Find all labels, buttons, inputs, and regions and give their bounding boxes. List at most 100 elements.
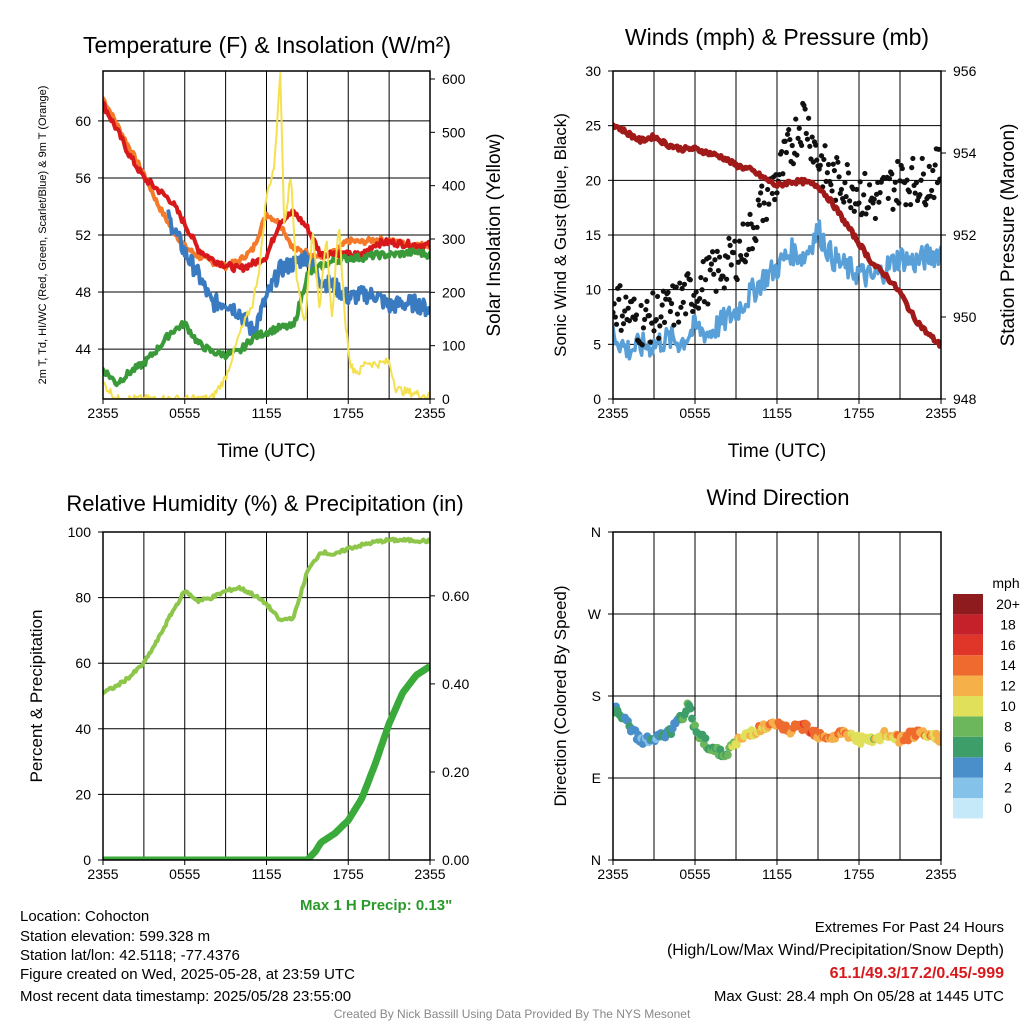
gust-point — [653, 317, 659, 323]
temp-y2tick-label: 500 — [442, 124, 466, 140]
gust-point — [830, 161, 836, 167]
colorbar-label: 8 — [1004, 718, 1012, 734]
dir-data — [613, 699, 941, 761]
gust-point — [619, 313, 625, 319]
colorbar-label: 20+ — [996, 596, 1020, 612]
colorbar-swatch — [953, 716, 983, 737]
rh-xtick-label: 0555 — [169, 866, 200, 882]
colorbar-label: 10 — [1000, 698, 1016, 714]
gust-point — [793, 116, 799, 122]
gust-point — [693, 289, 699, 295]
gust-point — [638, 302, 644, 309]
wind-data — [613, 100, 941, 361]
colorbar-title: mph — [992, 575, 1019, 591]
temp-y2tick-label: 200 — [442, 284, 466, 300]
rh-xtick-label: 1155 — [251, 866, 281, 882]
dir-xtick-label: 0555 — [679, 866, 710, 882]
gust-point — [640, 325, 647, 331]
gust-point — [919, 155, 925, 162]
gust-point — [844, 161, 850, 168]
gust-point — [679, 285, 685, 292]
gust-point — [851, 208, 857, 214]
gust-point — [687, 277, 693, 283]
panel-wind: Winds (mph) & Pressure (mb) 2355 0555 1155 1… — [551, 24, 1019, 462]
gust-point — [842, 180, 848, 186]
wind-y2tick-label: 950 — [953, 309, 977, 325]
wind-y2label: Station Pressure (Maroon) — [998, 124, 1019, 347]
dir-frame — [612, 531, 942, 861]
colorbar-swatch — [953, 594, 983, 615]
wind-xlabel: Time (UTC) — [728, 441, 827, 462]
colorbar-swatch — [953, 777, 983, 798]
gust-point — [712, 257, 718, 263]
temp-ytick-label: 48 — [75, 284, 91, 300]
gust-point — [724, 276, 730, 282]
gust-point — [699, 287, 705, 293]
gust-point — [923, 202, 929, 208]
wind-ytick-label: 0 — [593, 391, 601, 407]
rh-ytick-label: 60 — [75, 655, 91, 671]
gust-point — [674, 311, 681, 317]
gust-point — [717, 254, 723, 260]
gust-point — [857, 179, 863, 185]
temp-xtick-label: 0555 — [169, 405, 200, 421]
gust-point — [715, 268, 722, 274]
rh-ytick-label: 40 — [75, 721, 91, 737]
gust-point — [735, 259, 741, 265]
gust-point — [831, 167, 838, 174]
created-text: Figure created on Wed, 2025-05-28, at 23… — [20, 966, 355, 983]
gust-point — [813, 142, 819, 148]
temp-y2tick-label: 600 — [442, 71, 466, 87]
extremes-subtitle: (High/Low/Max Wind/Precipitation/Snow De… — [666, 942, 1004, 959]
gust-point — [904, 177, 910, 183]
gust-point — [632, 316, 638, 322]
temp-series-line — [103, 100, 430, 274]
gust-point — [794, 152, 800, 158]
wind-ylabel: Sonic Wind & Gust (Blue, Black) — [551, 113, 570, 357]
gust-point — [755, 197, 761, 203]
gust-point — [732, 238, 738, 244]
gust-point — [848, 205, 854, 211]
colorbar-swatch — [953, 696, 983, 717]
gust-point — [657, 323, 663, 329]
hiwc-series-line — [166, 209, 430, 337]
gust-point — [747, 211, 753, 218]
gust-point — [865, 204, 871, 211]
temp-y2tick-label: 0 — [442, 391, 450, 407]
gust-point — [622, 308, 628, 314]
temp-y2label: Solar Insolation (Yellow) — [484, 133, 505, 336]
gust-point — [769, 190, 775, 197]
gust-point — [713, 288, 719, 294]
temp-xlabel: Time (UTC) — [217, 441, 316, 462]
colorbar-label: 14 — [1000, 657, 1016, 673]
gust-point — [918, 177, 924, 183]
gust-point — [843, 193, 849, 200]
gust-point — [654, 293, 661, 300]
wind-xtick-label: 2355 — [597, 405, 628, 421]
colorbar-label: 0 — [1004, 800, 1012, 816]
dir-ytick-label: S — [592, 688, 601, 704]
wind-frame — [612, 70, 942, 400]
gust-point — [885, 195, 891, 202]
gust-point — [774, 190, 780, 196]
gust-point — [786, 127, 792, 133]
gust-point — [782, 138, 788, 144]
gust-point — [625, 305, 631, 311]
gust-point — [828, 182, 834, 188]
colorbar-swatch — [953, 798, 983, 819]
temp-ytick-label: 52 — [75, 227, 91, 243]
gust-point — [647, 339, 654, 345]
wind-ytick-label: 25 — [585, 118, 601, 134]
gust-point — [707, 267, 713, 273]
gust-point — [656, 335, 662, 341]
gust-point — [936, 146, 941, 152]
gust-point — [763, 216, 770, 222]
gust-point — [910, 155, 916, 162]
recent-data-text: Most recent data timestamp: 2025/05/28 2… — [20, 988, 352, 1005]
gust-point — [720, 273, 726, 279]
gust-point — [783, 149, 789, 156]
temp-y2tick-label: 100 — [442, 338, 466, 354]
gust-point — [618, 327, 624, 333]
gust-point — [740, 221, 746, 227]
gust-point — [642, 316, 648, 323]
